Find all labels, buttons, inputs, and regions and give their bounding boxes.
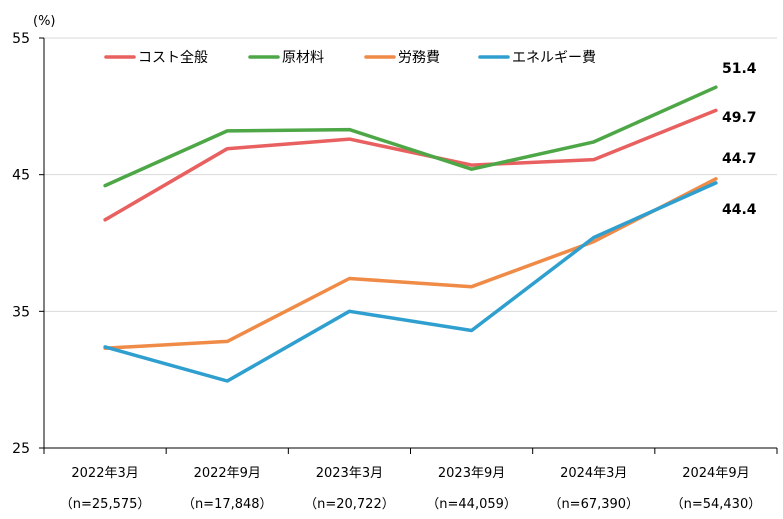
series-line-0 [103,108,718,222]
x-category-label: 2023年3月 [316,466,383,481]
legend-label: 原材料 [282,50,324,66]
x-category-label: 2023年9月 [438,466,505,481]
y-tick-label: 45 [12,168,30,184]
x-category-count: （n=44,059） [426,497,517,512]
x-category-label: 2024年9月 [682,466,749,481]
end-value-label: 44.4 [722,202,757,218]
legend-label: コスト全般 [138,49,208,66]
legend: コスト全般 原材料 労務費 エネルギー費 [104,49,596,66]
end-value-label: 49.7 [722,110,757,126]
end-value-label: 51.4 [722,61,757,77]
y-tick-label: 35 [12,304,30,320]
axes [39,37,778,454]
series-line-1 [103,85,718,188]
series-lines [103,85,718,383]
x-category-label: 2022年9月 [194,466,261,481]
end-value-labels: 49.7 51.4 44.7 44.4 [722,61,757,218]
y-unit-label: (%) [33,14,56,29]
legend-label: エネルギー費 [512,50,596,66]
end-value-label: 44.7 [722,151,757,167]
y-tick-label: 55 [12,31,30,47]
series-line-2 [103,177,718,350]
x-category-labels: 2022年3月 （n=25,575） 2022年9月 （n=17,848） 2023年3… [60,466,761,512]
x-category-count: （n=54,430） [671,497,762,512]
x-category-label: 2022年3月 [71,466,138,481]
y-tick-label: 25 [12,441,30,457]
x-category-count: （n=67,390） [548,497,639,512]
gridlines [44,37,777,312]
x-category-label: 2024年3月 [560,466,627,481]
x-category-count: （n=25,575） [60,497,151,512]
x-category-count: （n=17,848） [182,497,273,512]
x-category-count: （n=20,722） [304,497,395,512]
legend-label: 労務費 [398,50,440,66]
series-line-3 [103,181,718,383]
y-tick-labels: 25 35 45 55 [12,31,30,457]
